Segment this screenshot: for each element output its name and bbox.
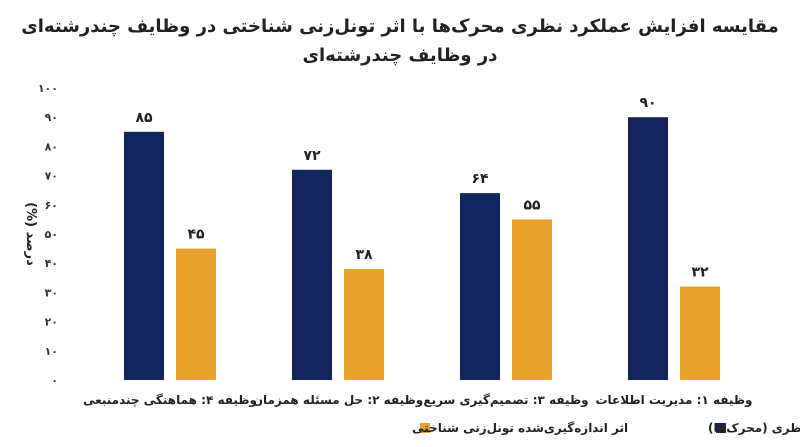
y-tick-label: ۱۰۰ <box>38 82 58 95</box>
category-label: وظیفه ۱: مدیریت اطلاعات <box>595 393 752 408</box>
y-tick-label: ۶۰ <box>45 199 58 212</box>
y-axis-label: درصد (%) <box>23 202 38 266</box>
category-label: وظیفه ۲: حل مسئله همزمان <box>253 393 424 408</box>
y-tick-label: ۴۰ <box>45 257 58 270</box>
legend-label: اثر اندازه‌گیری‌شده تونل‌زنی شناختی <box>412 421 628 436</box>
y-tick-label: ۷۰ <box>45 170 58 183</box>
bar-series1-cat4 <box>124 131 164 380</box>
bar-series2-cat1 <box>680 286 720 380</box>
data-label: ۴۵ <box>187 227 205 243</box>
y-axis-ticks: ۰ ۱۰ ۲۰ ۳۰ ۴۰ ۵۰ ۶۰ ۷۰ ۸۰ ۹۰ ۱۰۰ <box>38 82 58 387</box>
data-label: ۸۵ <box>135 110 153 126</box>
bars: ۸۵ ۴۵ ۷۲ ۳۸ ۶۴ ۵۵ ۹۰ ۳۲ <box>124 95 720 380</box>
data-label: ۷۲ <box>303 148 321 164</box>
data-label: ۵۵ <box>523 197 541 213</box>
category-label: وظیفه ۴: هماهنگی چندمنبعی <box>83 393 257 408</box>
data-label: ۳۸ <box>355 247 373 263</box>
data-label: ۳۲ <box>691 265 709 281</box>
bar-series2-cat3 <box>344 269 384 380</box>
chart-title-line1: مقایسه افزایش عملکرد نظری محرک‌ها با اثر… <box>21 16 779 37</box>
y-tick-label: ۲۰ <box>45 316 58 329</box>
legend-swatch-series2 <box>420 423 430 433</box>
category-label: وظیفه ۳: تصمیم‌گیری سریع <box>423 393 588 408</box>
y-tick-label: ۸۰ <box>45 140 58 153</box>
y-tick-label: ۳۰ <box>45 286 58 299</box>
chart-title-line2: در وظایف چندرشته‌ای <box>303 45 498 66</box>
data-label: ۶۴ <box>471 171 489 187</box>
legend-label: افزایش عملکرد نظری (محرک‌ها) <box>708 421 800 435</box>
data-label: ۹۰ <box>639 95 656 111</box>
legend-swatch-series1 <box>716 423 726 433</box>
bar-series2-cat2 <box>512 219 552 380</box>
bar-series1-cat3 <box>292 169 332 380</box>
y-tick-label: ۹۰ <box>45 111 58 124</box>
bar-series2-cat4 <box>176 248 216 380</box>
bar-series1-cat2 <box>460 193 500 380</box>
y-tick-label: ۵۰ <box>45 228 58 241</box>
bar-series1-cat1 <box>628 117 668 380</box>
legend: افزایش عملکرد نظری (محرک‌ها) اثر اندازه‌گ… <box>412 421 800 436</box>
y-tick-label: ۱۰ <box>45 345 58 358</box>
y-tick-label: ۰ <box>51 374 58 387</box>
